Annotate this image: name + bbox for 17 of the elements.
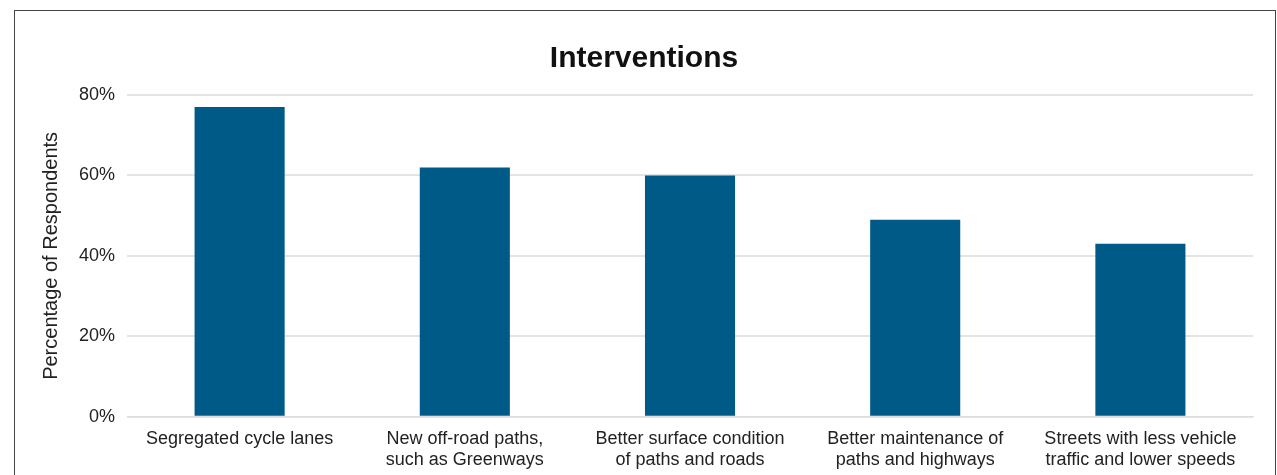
bar — [419, 167, 510, 416]
bar — [194, 107, 285, 416]
bar — [870, 219, 961, 416]
chart-title: Interventions — [549, 40, 739, 74]
y-tick-label: 80% — [79, 83, 116, 104]
x-tick-label: New off-road paths, such as Greenways — [385, 427, 544, 470]
x-tick-label: Better maintenance of paths and highways — [827, 427, 1005, 470]
bar — [644, 175, 736, 416]
x-tick-label: Segregated cycle lanes — [146, 427, 334, 448]
bar — [1095, 243, 1186, 416]
y-tick-label: 40% — [79, 244, 116, 265]
y-tick-label: 0% — [89, 405, 116, 426]
y-tick-label: 20% — [79, 325, 116, 346]
x-tick-label: Better surface condition of paths and roads — [595, 427, 785, 470]
y-axis-title: Percentage of Respondents — [38, 131, 61, 380]
y-tick-label: 60% — [79, 164, 116, 185]
x-tick-label: Streets with less vehicle traffic and lower speeds — [1044, 427, 1237, 470]
